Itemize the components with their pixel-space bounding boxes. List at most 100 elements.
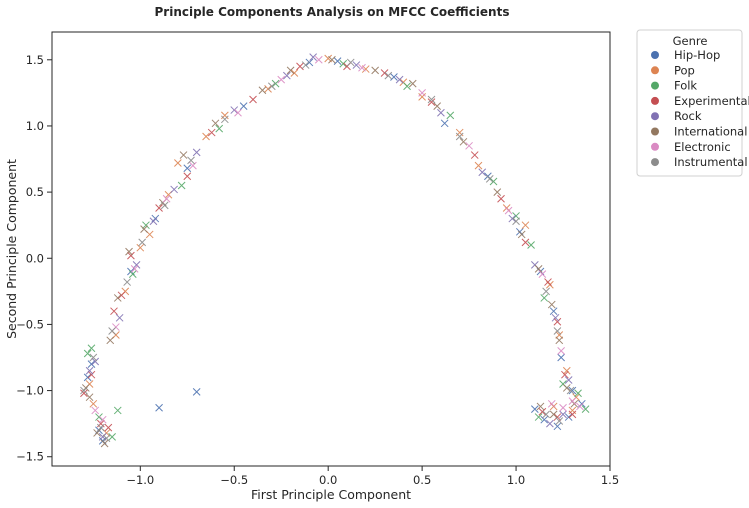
y-tick-label: 1.5: [26, 53, 44, 67]
x-tick-label: −1.0: [126, 473, 154, 487]
data-point: [87, 360, 96, 368]
legend-marker: [651, 112, 659, 121]
data-point: [549, 307, 558, 316]
data-point: [553, 422, 562, 431]
data-point: [123, 278, 132, 286]
data-point: [132, 261, 141, 269]
data-point: [555, 336, 564, 345]
data-point: [352, 61, 361, 69]
data-point: [521, 238, 530, 247]
x-tick-label: −0.5: [220, 473, 248, 487]
legend-label: Pop: [674, 63, 695, 77]
data-point: [115, 313, 124, 322]
data-point: [170, 185, 178, 194]
data-point: [339, 59, 348, 68]
data-point: [553, 327, 562, 335]
legend-title: Genre: [673, 34, 708, 48]
data-point: [540, 415, 549, 424]
data-point: [568, 410, 577, 419]
series-rock: [85, 53, 573, 441]
data-point: [559, 403, 567, 412]
data-point: [557, 353, 566, 362]
x-axis-label: First Principle Component: [251, 487, 411, 502]
data-point: [96, 423, 105, 432]
data-point: [128, 270, 137, 278]
series-hip-hop: [83, 57, 586, 445]
legend-marker: [651, 127, 659, 136]
data-point: [371, 66, 380, 75]
data-point: [106, 336, 115, 345]
data-point: [155, 204, 163, 212]
data-point: [562, 384, 571, 392]
data-point: [455, 132, 464, 141]
x-tick-label: 0.5: [413, 473, 431, 487]
data-point: [177, 181, 186, 190]
data-point: [538, 270, 547, 278]
data-point: [230, 106, 239, 114]
data-point: [130, 264, 139, 273]
x-tick-label: 1.5: [601, 473, 619, 487]
data-point: [271, 79, 280, 88]
axis-ticks: −1.0 −0.5 0.0 0.5 1.0 1.5 −1.5 −1.0 −0.5 0.0 0.5 1.…: [16, 53, 619, 487]
data-point: [127, 251, 135, 260]
data-point: [564, 413, 573, 421]
data-point: [91, 357, 100, 366]
data-point: [497, 194, 505, 203]
data-point: [207, 128, 216, 137]
data-point: [581, 405, 590, 413]
data-point: [239, 102, 248, 110]
data-point: [521, 221, 530, 230]
data-point: [517, 230, 526, 239]
data-point: [470, 151, 479, 159]
data-point: [358, 63, 366, 72]
y-tick-label: −1.0: [16, 384, 44, 398]
data-point: [527, 241, 535, 249]
data-point: [328, 55, 336, 64]
data-point: [104, 423, 113, 432]
x-tick-label: 1.0: [507, 473, 525, 487]
data-point: [549, 410, 558, 419]
data-point: [125, 247, 133, 256]
legend-marker: [651, 66, 659, 75]
data-point: [547, 399, 556, 408]
data-points: [80, 53, 590, 448]
data-point: [534, 264, 543, 273]
data-point: [301, 61, 310, 69]
chart-title: Principle Components Analysis on MFCC Co…: [155, 5, 510, 19]
y-tick-label: 0.0: [26, 251, 44, 265]
legend-marker: [651, 142, 659, 151]
data-point: [138, 238, 147, 247]
data-point: [183, 164, 192, 173]
data-point: [215, 124, 224, 133]
series-folk: [83, 59, 590, 441]
data-point: [95, 413, 103, 421]
data-point: [160, 201, 169, 210]
data-point: [140, 225, 148, 234]
data-point: [91, 406, 100, 415]
data-point: [555, 417, 564, 425]
legend-label: Electronic: [674, 140, 731, 154]
data-point: [189, 161, 197, 170]
data-point: [433, 102, 442, 110]
legend-frame: [636, 29, 743, 177]
data-point: [282, 71, 291, 80]
y-tick-label: 1.0: [26, 119, 44, 133]
x-tick-label: 0.0: [319, 473, 337, 487]
data-point: [102, 434, 111, 443]
data-point: [564, 376, 573, 384]
data-point: [108, 327, 116, 335]
data-point: [89, 353, 98, 362]
data-point: [305, 58, 314, 67]
data-point: [408, 79, 417, 88]
data-point: [574, 389, 582, 398]
data-point: [446, 111, 455, 120]
data-point: [536, 402, 545, 411]
legend-label: International: [674, 125, 747, 139]
data-point: [576, 402, 584, 411]
data-point: [478, 168, 487, 177]
legend-marker: [651, 158, 659, 167]
data-point: [568, 386, 577, 395]
data-point: [459, 137, 468, 146]
data-point: [87, 370, 96, 379]
